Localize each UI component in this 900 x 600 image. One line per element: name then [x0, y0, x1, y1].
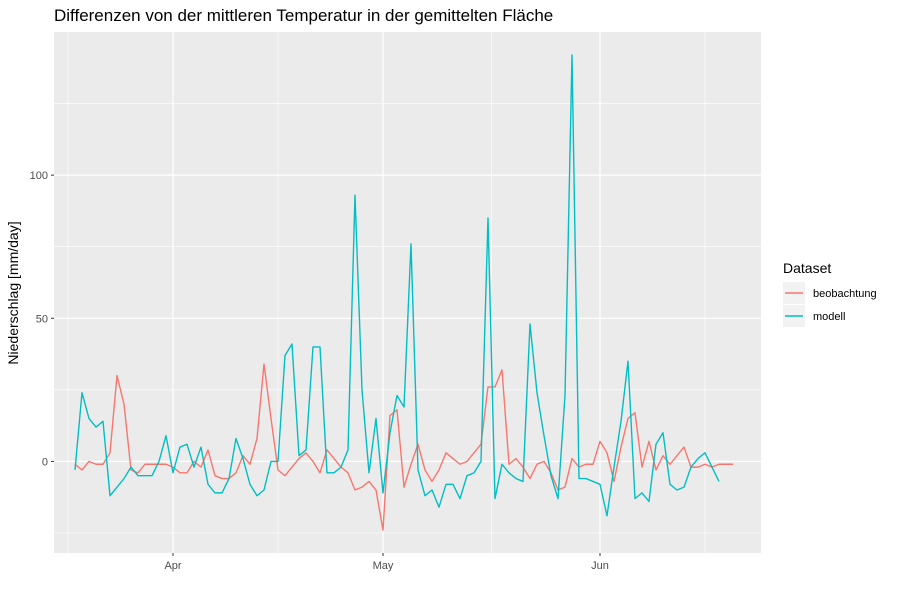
y-axis: 0 50 100 — [30, 170, 54, 468]
y-tick-label: 0 — [42, 456, 48, 468]
grid-minor — [54, 32, 761, 553]
x-tick-label: Jun — [591, 560, 609, 572]
x-axis: Apr May Jun — [164, 553, 609, 572]
legend: Dataset beobachtung modell — [783, 260, 877, 327]
x-tick-label: May — [373, 560, 394, 572]
y-tick-label: 100 — [30, 170, 48, 182]
chart-title: Differenzen von der mittleren Temperatur… — [54, 6, 553, 25]
y-axis-title: Niederschlag [mm/day] — [5, 221, 21, 364]
series-line-beobachtung — [74, 363, 733, 531]
series-layer — [74, 54, 733, 531]
y-tick-label: 50 — [36, 313, 48, 325]
legend-title: Dataset — [783, 260, 831, 276]
legend-label-beobachtung: beobachtung — [813, 288, 877, 300]
legend-label-modell: modell — [813, 311, 845, 323]
series-line-modell — [74, 54, 720, 517]
x-tick-label: Apr — [164, 560, 181, 572]
